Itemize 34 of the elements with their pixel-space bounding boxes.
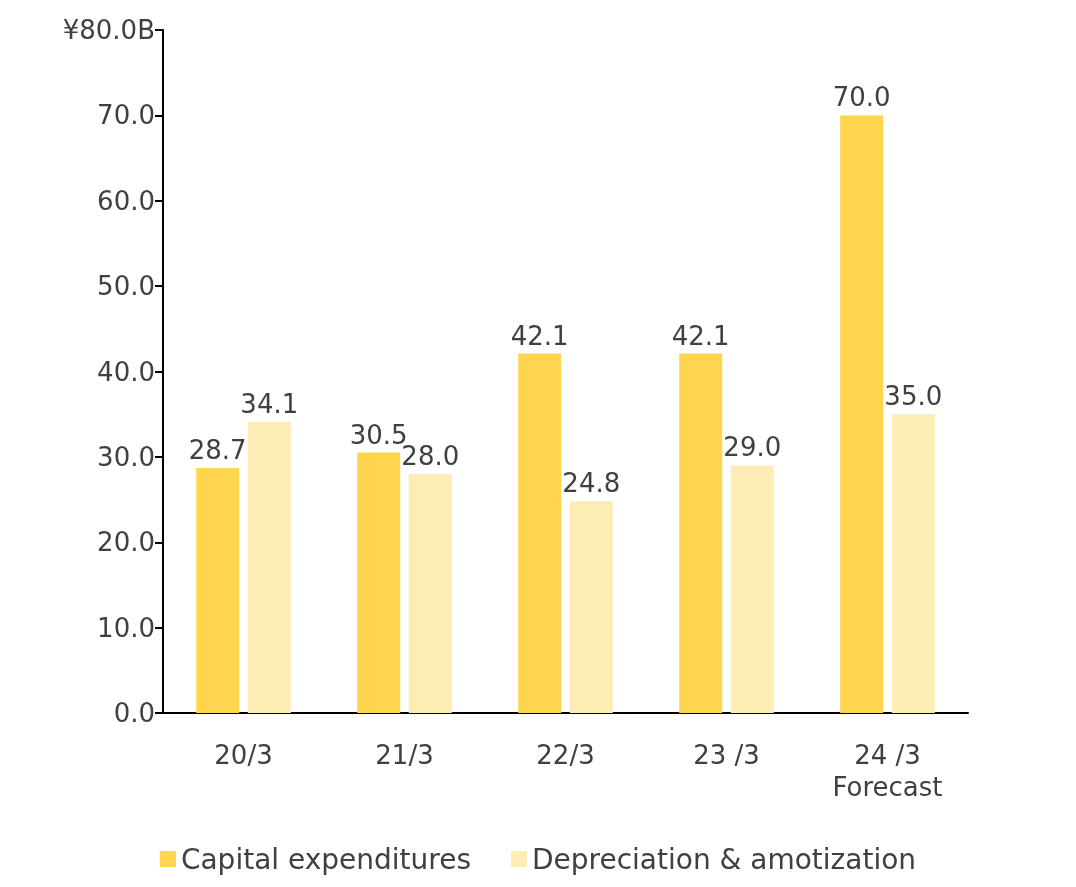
data-label: 28.7 bbox=[188, 434, 247, 465]
bar bbox=[196, 467, 240, 713]
y-tick-label: 60.0 bbox=[97, 185, 155, 216]
x-tick-label: 20/3 bbox=[214, 740, 273, 770]
data-label: 34.1 bbox=[240, 388, 299, 419]
y-tick-label: 0.0 bbox=[113, 698, 155, 728]
bar bbox=[247, 421, 291, 713]
data-label: 24.8 bbox=[562, 468, 621, 499]
bar bbox=[357, 452, 401, 713]
y-tick-label: 70.0 bbox=[97, 100, 155, 131]
y-tick-label: 20.0 bbox=[97, 527, 155, 558]
legend-label: Capital expenditures bbox=[180, 842, 472, 876]
bar bbox=[518, 353, 562, 713]
y-tick-label: 50.0 bbox=[97, 271, 155, 302]
x-tick-label: 23 /3 bbox=[693, 740, 760, 770]
x-tick-label: 24 /3 Forecast bbox=[832, 740, 943, 802]
y-tick-label: 40.0 bbox=[97, 356, 155, 387]
x-tick-label: 21/3 bbox=[375, 740, 434, 770]
bar bbox=[730, 465, 774, 713]
legend-label: Depreciation & amotization bbox=[532, 842, 917, 876]
data-label: 42.1 bbox=[671, 320, 730, 351]
y-tick-label: 10.0 bbox=[97, 612, 155, 643]
bar bbox=[891, 414, 935, 713]
bar bbox=[679, 353, 723, 713]
x-tick-label: 22/3 bbox=[536, 740, 595, 770]
y-tick-label: ¥80.0B bbox=[62, 15, 155, 45]
bar bbox=[408, 473, 452, 713]
bar bbox=[569, 501, 613, 713]
data-label: 70.0 bbox=[832, 82, 891, 113]
y-tick-label: 30.0 bbox=[97, 441, 155, 472]
data-label: 29.0 bbox=[723, 432, 782, 463]
data-label: 35.0 bbox=[884, 381, 943, 412]
data-label: 42.1 bbox=[510, 320, 569, 351]
bar bbox=[840, 115, 884, 713]
